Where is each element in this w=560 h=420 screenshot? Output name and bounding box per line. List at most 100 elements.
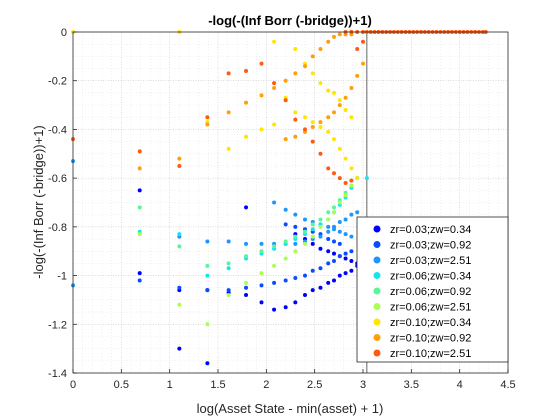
data-point [318, 152, 322, 156]
data-point [284, 98, 288, 102]
data-point [205, 322, 209, 326]
data-point [349, 269, 353, 273]
data-point [318, 125, 322, 129]
data-point [326, 249, 330, 253]
data-point [272, 86, 276, 90]
y-tick-label: -0.4 [48, 124, 67, 136]
data-point [205, 115, 209, 119]
data-point [311, 269, 315, 273]
data-point [318, 286, 322, 290]
data-point [272, 308, 276, 312]
data-point [332, 259, 336, 263]
data-point [260, 62, 264, 66]
data-point [272, 281, 276, 285]
data-point [244, 205, 248, 209]
data-point [311, 120, 315, 124]
legend-label: zr=0.10;zw=0.92 [390, 333, 471, 345]
data-point [138, 188, 142, 192]
data-point [344, 232, 348, 236]
data-point [338, 254, 342, 258]
data-point [355, 210, 359, 214]
data-point [293, 135, 297, 139]
legend-marker [374, 241, 381, 248]
data-point [244, 286, 248, 290]
data-point [361, 62, 365, 66]
data-point [284, 278, 288, 282]
data-point [260, 249, 264, 253]
legend-label: zr=0.06;zw=0.92 [390, 286, 471, 298]
data-point [318, 218, 322, 222]
legend-label: zr=0.10;zw=2.51 [390, 348, 471, 360]
data-point [344, 157, 348, 161]
data-point [205, 239, 209, 243]
data-point [338, 32, 342, 36]
data-point [244, 254, 248, 258]
data-point [311, 54, 315, 58]
data-point [272, 264, 276, 268]
data-point [272, 244, 276, 248]
data-point [344, 252, 348, 256]
data-point [284, 137, 288, 141]
y-tick-label: -0.2 [48, 76, 67, 88]
data-point [284, 257, 288, 261]
data-point [284, 239, 288, 243]
data-point [227, 71, 231, 75]
legend-marker [374, 319, 381, 326]
data-point [227, 239, 231, 243]
data-point [177, 286, 181, 290]
data-point [332, 171, 336, 175]
data-point [318, 120, 322, 124]
data-point [326, 88, 330, 92]
data-point [326, 210, 330, 214]
data-point [272, 81, 276, 85]
data-point [227, 293, 231, 297]
data-point [260, 127, 264, 131]
data-point [244, 281, 248, 285]
data-point [293, 300, 297, 304]
data-point [338, 98, 342, 102]
legend-label: zr=0.06;zw=2.51 [390, 302, 471, 314]
data-point [260, 271, 264, 275]
data-point [349, 213, 353, 217]
data-point [332, 91, 336, 95]
data-point [361, 40, 365, 44]
data-point [227, 266, 231, 270]
data-point [244, 242, 248, 246]
data-point [332, 227, 336, 231]
data-point [227, 288, 231, 292]
x-tick-label: 4 [457, 379, 463, 391]
data-point [326, 261, 330, 265]
data-point [177, 164, 181, 168]
data-point [244, 101, 248, 105]
data-point [227, 147, 231, 151]
y-tick-label: -1.4 [48, 368, 67, 380]
data-point [311, 140, 315, 144]
legend-label: zr=0.03;zw=2.51 [390, 255, 471, 267]
x-tick-label: 1.5 [210, 379, 225, 391]
data-point [138, 149, 142, 153]
data-point [311, 235, 315, 239]
data-point [177, 347, 181, 351]
data-point [332, 252, 336, 256]
data-point [303, 230, 307, 234]
data-point [326, 166, 330, 170]
data-point [311, 71, 315, 75]
data-point [318, 81, 322, 85]
data-point [326, 225, 330, 229]
data-point [332, 278, 336, 282]
data-point [318, 266, 322, 270]
data-point [227, 261, 231, 265]
data-point [365, 176, 369, 180]
legend-marker [374, 303, 381, 310]
data-point [205, 274, 209, 278]
data-point [344, 96, 348, 100]
data-point [260, 242, 264, 246]
data-point [326, 281, 330, 285]
data-point [205, 288, 209, 292]
data-point [332, 210, 336, 214]
data-point [355, 74, 359, 78]
x-tick-label: 1 [167, 379, 173, 391]
data-point [338, 220, 342, 224]
data-point [344, 218, 348, 222]
data-point [293, 225, 297, 229]
